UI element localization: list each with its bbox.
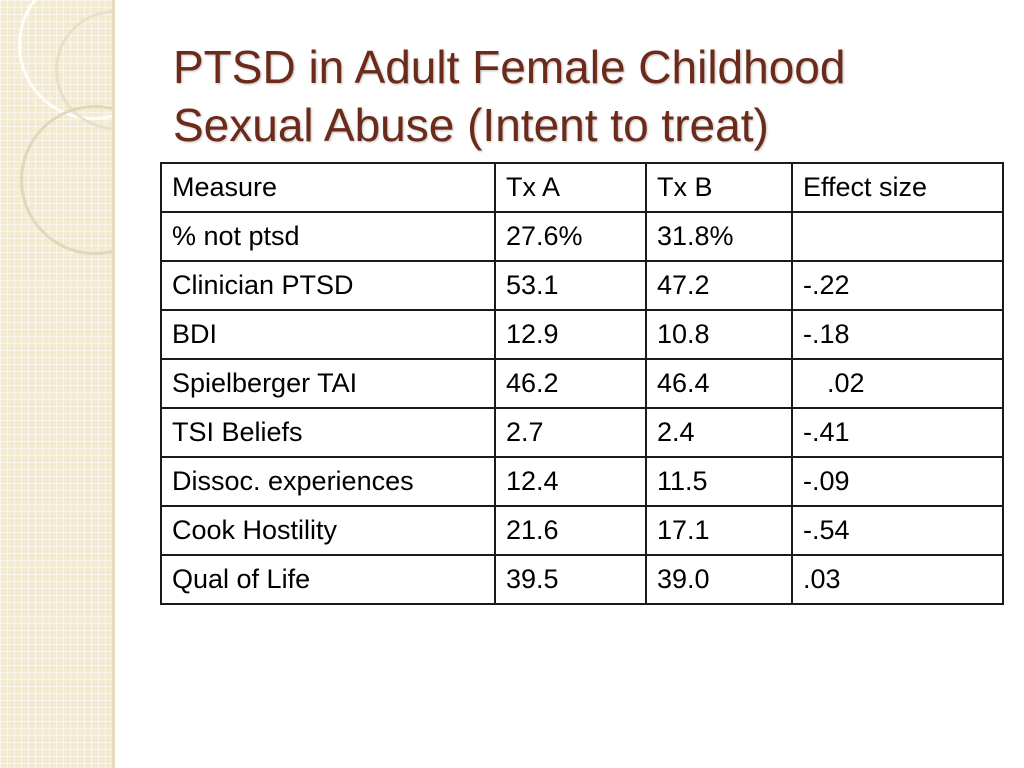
measure-cell: Dissoc. experiences [160, 456, 496, 507]
tx-a-cell: 12.9 [494, 309, 647, 360]
measure-cell: Qual of Life [160, 554, 496, 605]
tx-a-cell: 2.7 [494, 407, 647, 458]
effect-size-cell [791, 211, 1004, 262]
results-table: Measure Tx A Tx B Effect size % not ptsd… [160, 162, 1004, 605]
table-row: Qual of Life 39.5 39.0 .03 [160, 554, 1004, 605]
tx-a-cell: 21.6 [494, 505, 647, 556]
tx-b-cell: 10.8 [645, 309, 793, 360]
tx-b-cell: 11.5 [645, 456, 793, 507]
tx-b-cell: 2.4 [645, 407, 793, 458]
header-cell-tx-a: Tx A [494, 162, 647, 213]
slide-title-line-1: PTSD in Adult Female Childhood [173, 41, 846, 93]
header-cell-measure: Measure [160, 162, 496, 213]
tx-a-cell: 53.1 [494, 260, 647, 311]
effect-size-cell: .03 [791, 554, 1004, 605]
measure-cell: Spielberger TAI [160, 358, 496, 409]
table-row: % not ptsd 27.6% 31.8% [160, 211, 1004, 262]
tx-a-cell: 39.5 [494, 554, 647, 605]
tx-b-cell: 47.2 [645, 260, 793, 311]
results-table-container: Measure Tx A Tx B Effect size % not ptsd… [160, 162, 1004, 605]
tx-b-cell: 17.1 [645, 505, 793, 556]
tx-b-cell: 39.0 [645, 554, 793, 605]
slide-title-line-2: Sexual Abuse (Intent to treat) [173, 99, 769, 151]
table-row: Clinician PTSD 53.1 47.2 -.22 [160, 260, 1004, 311]
tx-b-cell: 31.8% [645, 211, 793, 262]
effect-size-cell: .02 [791, 358, 1004, 409]
table-row: TSI Beliefs 2.7 2.4 -.41 [160, 407, 1004, 458]
effect-size-cell: -.18 [791, 309, 1004, 360]
measure-cell: BDI [160, 309, 496, 360]
sidebar-edge [112, 0, 115, 768]
table-header-row: Measure Tx A Tx B Effect size [160, 162, 1004, 213]
table-row: Cook Hostility 21.6 17.1 -.54 [160, 505, 1004, 556]
effect-size-cell: -.41 [791, 407, 1004, 458]
tx-a-cell: 27.6% [494, 211, 647, 262]
effect-size-cell: -.22 [791, 260, 1004, 311]
table-row: Dissoc. experiences 12.4 11.5 -.09 [160, 456, 1004, 507]
tx-a-cell: 46.2 [494, 358, 647, 409]
decorative-ring [20, 105, 112, 255]
effect-size-cell: -.54 [791, 505, 1004, 556]
table-row: BDI 12.9 10.8 -.18 [160, 309, 1004, 360]
measure-cell: TSI Beliefs [160, 407, 496, 458]
effect-size-cell: -.09 [791, 456, 1004, 507]
measure-cell: Clinician PTSD [160, 260, 496, 311]
tx-b-cell: 46.4 [645, 358, 793, 409]
measure-cell: Cook Hostility [160, 505, 496, 556]
measure-cell: % not ptsd [160, 211, 496, 262]
tx-a-cell: 12.4 [494, 456, 647, 507]
slide-title: PTSD in Adult Female Childhood Sexual Ab… [173, 38, 993, 154]
header-cell-tx-b: Tx B [645, 162, 793, 213]
table-row: Spielberger TAI 46.2 46.4 .02 [160, 358, 1004, 409]
header-cell-effect-size: Effect size [791, 162, 1004, 213]
decorative-sidebar [0, 0, 112, 768]
